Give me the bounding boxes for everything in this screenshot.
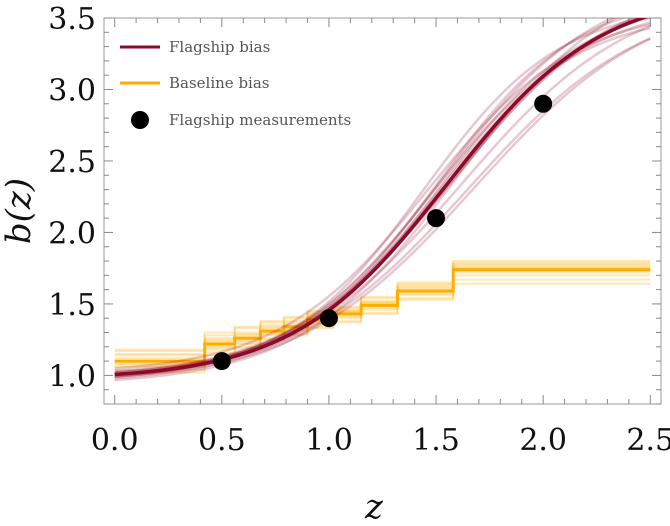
x-tick-label: 1.5 [412,423,460,458]
flagship-bias-line [114,18,648,377]
flagship-bias-realization [114,18,636,379]
flagship-bias-realization [114,18,619,382]
baseline-bias-realization [114,260,651,353]
x-axis-label: z [364,487,384,526]
flagship-bias-realization [114,18,627,376]
flagship-bias-series [114,18,651,382]
legend-measurements-marker [131,111,149,129]
flagship-bias-realization [114,37,651,380]
y-tick-labels: 1.0 1.5 2.0 2.5 3.0 3.5 [48,2,96,394]
flagship-measurement-point [212,352,231,371]
plot-frame [103,17,662,405]
axis-ticks [104,17,661,405]
x-tick-label: 2.0 [519,423,567,458]
x-tick-labels: 0.0 0.5 1.0 1.5 2.0 2.5 [91,423,670,458]
legend-flagship-label: Flagship bias [169,38,270,56]
y-tick-label: 2.0 [48,216,96,251]
flagship-measurement-point [319,309,338,328]
flagship-bias-realization [114,18,644,378]
legend-measurements-label: Flagship measurements [169,111,351,129]
legend: Flagship bias Baseline bias Flagship mea… [120,38,351,129]
flagship-measurements-series [212,94,553,371]
legend-baseline-label: Baseline bias [169,74,269,92]
flagship-bias-realization [114,18,639,374]
flagship-bias-realization [114,18,651,378]
x-tick-label: 0.5 [198,423,246,458]
y-tick-label: 1.0 [48,359,96,394]
x-tick-label: 0.0 [91,423,139,458]
y-axis-label: b(z) [0,178,39,244]
x-tick-label: 2.5 [626,423,670,458]
baseline-bias-realization [114,261,651,351]
y-tick-label: 3.5 [48,2,96,37]
y-tick-label: 1.5 [48,288,96,323]
x-tick-label: 1.0 [305,423,353,458]
flagship-measurement-point [534,94,553,113]
y-tick-label: 3.0 [48,73,96,108]
y-tick-label: 2.5 [48,145,96,180]
flagship-measurement-point [427,209,446,228]
flagship-bias-realization [114,18,651,374]
